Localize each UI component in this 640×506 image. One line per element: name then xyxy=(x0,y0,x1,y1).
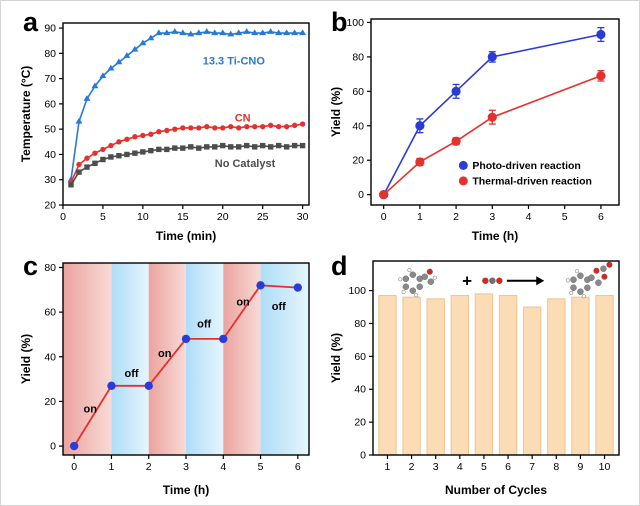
svg-text:0: 0 xyxy=(360,450,366,462)
svg-text:6: 6 xyxy=(505,461,511,473)
panel-d-label: d xyxy=(331,251,348,281)
svg-text:No Catalyst: No Catalyst xyxy=(215,158,276,170)
svg-text:0: 0 xyxy=(381,211,387,223)
svg-text:25: 25 xyxy=(257,211,269,223)
styrene-carbonate-molecule-icon xyxy=(565,261,613,299)
chart-a-temperature-vs-time: 0 5 10 15 20 25 30 20 30 40 50 60 70 80 90 Time (min) Te… xyxy=(19,22,310,243)
svg-text:5: 5 xyxy=(481,461,487,473)
svg-text:3: 3 xyxy=(433,461,439,473)
svg-text:30: 30 xyxy=(297,211,309,223)
svg-text:80: 80 xyxy=(44,262,56,274)
svg-text:20: 20 xyxy=(44,396,56,408)
series-thermal-driven-reaction xyxy=(379,70,606,200)
panel-c-label: c xyxy=(23,251,39,281)
svg-text:Time (h): Time (h) xyxy=(472,229,518,243)
svg-text:80: 80 xyxy=(354,318,366,330)
svg-text:5: 5 xyxy=(562,211,568,223)
svg-text:20: 20 xyxy=(217,211,229,223)
svg-text:3: 3 xyxy=(183,461,189,473)
svg-text:Yield (%): Yield (%) xyxy=(329,333,343,383)
svg-text:on: on xyxy=(84,404,98,416)
svg-text:40: 40 xyxy=(354,384,366,396)
series-13-3-ti-cno xyxy=(67,28,307,182)
svg-text:Yield (%): Yield (%) xyxy=(329,87,343,137)
svg-text:1: 1 xyxy=(385,461,391,473)
svg-text:30: 30 xyxy=(44,174,56,186)
svg-text:70: 70 xyxy=(44,73,56,85)
svg-text:+: + xyxy=(462,272,472,291)
svg-text:10: 10 xyxy=(137,211,149,223)
svg-text:CN: CN xyxy=(235,113,251,125)
svg-text:40: 40 xyxy=(44,351,56,363)
svg-text:2: 2 xyxy=(453,211,459,223)
svg-text:40: 40 xyxy=(44,149,56,161)
svg-text:0: 0 xyxy=(50,441,56,453)
svg-text:off: off xyxy=(197,319,211,331)
svg-text:80: 80 xyxy=(352,51,364,63)
svg-text:15: 15 xyxy=(177,211,189,223)
svg-text:9: 9 xyxy=(577,461,583,473)
svg-text:6: 6 xyxy=(598,211,604,223)
styrene-oxide-molecule-icon xyxy=(398,268,437,298)
svg-text:on: on xyxy=(158,348,172,360)
svg-text:60: 60 xyxy=(352,86,364,98)
svg-text:4: 4 xyxy=(526,211,532,223)
svg-text:on: on xyxy=(236,296,250,308)
svg-text:50: 50 xyxy=(44,124,56,136)
svg-text:Thermal-driven reaction: Thermal-driven reaction xyxy=(472,175,592,187)
svg-text:Time (h): Time (h) xyxy=(163,483,209,497)
svg-text:0: 0 xyxy=(71,461,77,473)
svg-text:20: 20 xyxy=(354,417,366,429)
svg-text:off: off xyxy=(272,301,286,313)
svg-text:4: 4 xyxy=(220,461,226,473)
svg-text:60: 60 xyxy=(354,351,366,363)
svg-text:20: 20 xyxy=(352,155,364,167)
svg-text:1: 1 xyxy=(109,461,115,473)
light-on-off-bands xyxy=(63,263,309,455)
svg-text:0: 0 xyxy=(358,189,364,201)
svg-text:10: 10 xyxy=(599,461,611,473)
series-no-catalyst xyxy=(68,142,306,188)
svg-text:Time (min): Time (min) xyxy=(156,229,216,243)
svg-text:5: 5 xyxy=(100,211,106,223)
reaction-scheme: + xyxy=(398,261,613,299)
svg-text:1: 1 xyxy=(417,211,423,223)
panel-b-label: b xyxy=(331,7,348,37)
svg-text:4: 4 xyxy=(457,461,463,473)
svg-text:2: 2 xyxy=(409,461,415,473)
svg-text:Yield (%): Yield (%) xyxy=(19,334,33,384)
svg-text:60: 60 xyxy=(44,307,56,319)
svg-text:8: 8 xyxy=(553,461,559,473)
series-cn xyxy=(68,121,306,185)
svg-text:20: 20 xyxy=(44,200,56,212)
svg-text:Temperature (°C): Temperature (°C) xyxy=(19,66,33,163)
svg-text:13.3 Ti-CNO: 13.3 Ti-CNO xyxy=(203,56,266,68)
svg-text:2: 2 xyxy=(146,461,152,473)
svg-text:90: 90 xyxy=(44,23,56,35)
svg-text:Photo-driven reaction: Photo-driven reaction xyxy=(472,160,581,172)
series-yield xyxy=(69,281,303,451)
svg-text:off: off xyxy=(125,368,139,380)
panel-a-label: a xyxy=(23,7,39,37)
svg-text:6: 6 xyxy=(295,461,301,473)
svg-text:Number of Cycles: Number of Cycles xyxy=(445,483,547,497)
svg-text:60: 60 xyxy=(44,98,56,110)
svg-text:40: 40 xyxy=(352,120,364,132)
svg-text:3: 3 xyxy=(489,211,495,223)
svg-text:0: 0 xyxy=(60,211,66,223)
reaction-arrow-icon xyxy=(506,276,545,286)
svg-text:7: 7 xyxy=(529,461,535,473)
svg-text:5: 5 xyxy=(258,461,264,473)
svg-text:100: 100 xyxy=(346,17,364,29)
svg-text:80: 80 xyxy=(44,48,56,60)
cycle-bars xyxy=(378,293,614,456)
co2-molecule-icon xyxy=(482,277,503,284)
svg-text:100: 100 xyxy=(348,285,366,297)
